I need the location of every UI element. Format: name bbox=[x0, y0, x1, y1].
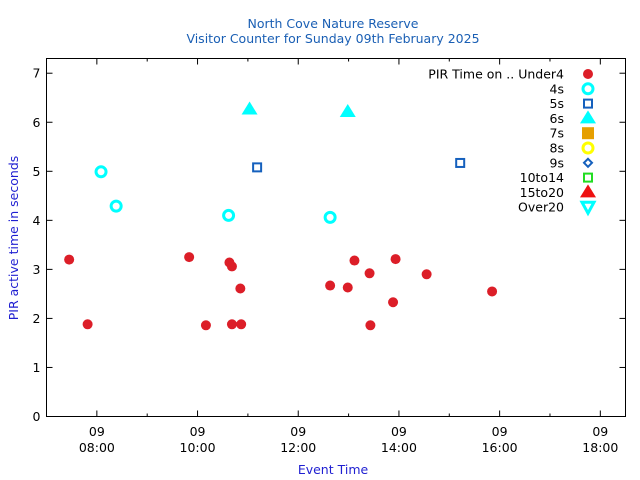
data-point bbox=[342, 282, 353, 293]
data-point bbox=[109, 199, 123, 213]
x-tick-label: 09 bbox=[492, 424, 508, 439]
legend-marker bbox=[581, 82, 595, 96]
data-point bbox=[241, 101, 258, 115]
x-tick-label: 10:00 bbox=[180, 440, 216, 455]
data-point bbox=[236, 319, 247, 330]
x-axis-label: Event Time bbox=[298, 462, 369, 477]
y-tick-label: 3 bbox=[33, 262, 41, 277]
legend-marker bbox=[581, 141, 595, 155]
data-point bbox=[82, 319, 93, 330]
legend-label: 7s bbox=[550, 126, 564, 141]
legend-marker bbox=[580, 110, 596, 124]
data-point bbox=[94, 165, 108, 179]
legend-label: 5s bbox=[550, 96, 564, 111]
x-tick-label: 09 bbox=[290, 424, 306, 439]
data-points bbox=[64, 101, 498, 331]
data-point bbox=[325, 280, 336, 291]
legend-label: Over20 bbox=[518, 200, 564, 215]
data-point bbox=[339, 103, 356, 117]
x-tick-label: 12:00 bbox=[280, 440, 316, 455]
y-axis-label: PIR active time in seconds bbox=[6, 156, 21, 321]
legend-label: 15to20 bbox=[520, 185, 564, 200]
y-axis: 0 1 2 3 4 5 6 7 bbox=[33, 66, 626, 424]
data-point bbox=[235, 283, 246, 294]
legend-label: 8s bbox=[550, 141, 564, 156]
data-point bbox=[226, 319, 237, 330]
data-point bbox=[252, 162, 263, 173]
plot-frame bbox=[46, 58, 626, 417]
x-tick-label: 14:00 bbox=[381, 440, 417, 455]
x-tick-label: 08:00 bbox=[79, 440, 115, 455]
legend-marker bbox=[583, 69, 593, 79]
x-tick-label: 09 bbox=[89, 424, 105, 439]
legend-label: 9s bbox=[550, 155, 564, 170]
legend-label: 10to14 bbox=[520, 170, 564, 185]
data-point bbox=[390, 254, 401, 265]
legend-marker bbox=[580, 184, 596, 198]
x-tick-label: 16:00 bbox=[482, 440, 518, 455]
legend-label: 4s bbox=[550, 81, 564, 96]
legend-marker bbox=[582, 127, 594, 140]
data-point bbox=[184, 252, 195, 263]
data-point bbox=[421, 269, 432, 280]
data-point bbox=[364, 268, 375, 279]
y-tick-label: 5 bbox=[33, 164, 41, 179]
legend: PIR Time on .. Under44s5s6s7s8s9s10to141… bbox=[428, 67, 597, 217]
data-point bbox=[487, 286, 498, 297]
data-point bbox=[455, 157, 466, 168]
x-tick-label: 09 bbox=[592, 424, 608, 439]
y-tick-label: 7 bbox=[33, 66, 41, 81]
x-tick-label: 18:00 bbox=[582, 440, 618, 455]
x-tick-label: 09 bbox=[190, 424, 206, 439]
chart-title: North Cove Nature Reserve bbox=[248, 16, 419, 31]
data-point bbox=[64, 254, 75, 265]
y-tick-label: 0 bbox=[33, 409, 41, 424]
legend-marker bbox=[582, 157, 594, 169]
y-tick-label: 2 bbox=[33, 311, 41, 326]
data-point bbox=[222, 208, 236, 222]
data-point bbox=[200, 320, 211, 331]
x-tick-label: 09 bbox=[391, 424, 407, 439]
y-tick-label: 1 bbox=[33, 360, 41, 375]
data-point bbox=[365, 320, 376, 331]
y-tick-label: 6 bbox=[33, 115, 41, 130]
x-axis: 0908:000910:000912:000914:000916:000918:… bbox=[46, 58, 618, 455]
data-point bbox=[226, 261, 237, 272]
legend-marker bbox=[583, 172, 593, 183]
legend-marker bbox=[583, 98, 593, 109]
legend-marker bbox=[579, 200, 597, 217]
legend-label: PIR Time on .. Under4 bbox=[428, 67, 564, 82]
y-tick-label: 4 bbox=[33, 213, 41, 228]
data-point bbox=[388, 297, 399, 308]
data-point bbox=[349, 255, 360, 266]
data-point bbox=[323, 210, 337, 224]
chart-subtitle: Visitor Counter for Sunday 09th February… bbox=[186, 31, 479, 46]
legend-label: 6s bbox=[550, 111, 564, 126]
